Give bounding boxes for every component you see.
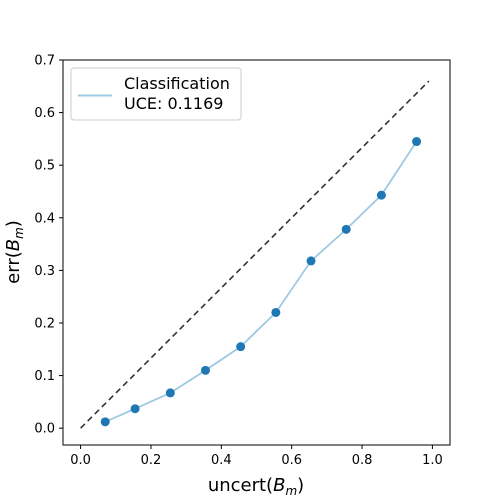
data-point: [130, 404, 140, 414]
y-axis-label-close: ): [3, 220, 24, 227]
y-tick-label: 0.4: [34, 211, 55, 226]
x-axis-label-var: B: [273, 475, 285, 496]
data-point: [236, 342, 246, 352]
x-tick-label: 0.4: [211, 453, 232, 468]
y-tick-label: 0.7: [34, 54, 55, 69]
data-point: [100, 417, 110, 427]
y-tick-label: 0.3: [34, 264, 55, 279]
y-tick-label: 0.1: [34, 369, 55, 384]
x-tick-label: 0.8: [352, 453, 373, 468]
x-tick-label: 1.0: [422, 453, 443, 468]
y-axis-label-prefix: err(: [3, 251, 24, 284]
data-point: [306, 256, 316, 266]
reference-diagonal-line: [80, 80, 430, 429]
y-tick-label: 0.0: [34, 422, 55, 437]
x-tick-label: 0.6: [281, 453, 302, 468]
x-axis-label-prefix: uncert(: [208, 475, 273, 496]
series-line: [104, 141, 418, 423]
x-axis-label-sub: m: [285, 484, 297, 498]
data-point: [412, 137, 422, 147]
legend-box: [70, 67, 242, 121]
legend-series-name: Classification: [124, 74, 230, 93]
plot-frame: [62, 59, 451, 446]
x-tick-label: 0.0: [70, 453, 91, 468]
ticks-layer: 0.0 0.2 0.4 0.6 0.8 1.0 0.0 0.1 0.2 0.3 0.4 0.5 0.6 0…: [34, 54, 442, 469]
data-point: [271, 307, 281, 317]
x-axis-label: uncert(Bm): [208, 475, 304, 498]
x-tick-label: 0.2: [141, 453, 162, 468]
legend: Classification UCE: 0.1169: [70, 67, 242, 121]
plot-layer: [80, 80, 430, 429]
data-point: [200, 365, 210, 375]
y-axis-label: err(Bm): [3, 220, 26, 284]
y-axis-label-var: B: [3, 239, 24, 251]
data-point: [376, 190, 386, 200]
x-axis-label-close: ): [297, 475, 304, 496]
data-point: [165, 388, 175, 398]
y-tick-label: 0.5: [34, 159, 55, 174]
legend-uce-value: UCE: 0.1169: [124, 94, 223, 113]
y-axis-label-sub: m: [12, 227, 26, 239]
y-tick-label: 0.2: [34, 316, 55, 331]
data-point: [341, 224, 351, 234]
y-tick-label: 0.6: [34, 106, 55, 121]
